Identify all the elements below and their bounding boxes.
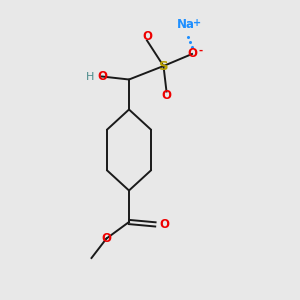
Text: Na: Na bbox=[177, 18, 195, 31]
Text: O: O bbox=[101, 232, 112, 245]
Text: O: O bbox=[187, 47, 197, 61]
Text: O: O bbox=[161, 88, 172, 102]
Text: O: O bbox=[160, 218, 170, 231]
Text: -: - bbox=[198, 45, 203, 56]
Text: S: S bbox=[159, 59, 168, 73]
Text: O: O bbox=[97, 70, 107, 83]
Text: O: O bbox=[142, 30, 152, 44]
Text: H: H bbox=[86, 71, 94, 82]
Text: +: + bbox=[193, 17, 202, 28]
